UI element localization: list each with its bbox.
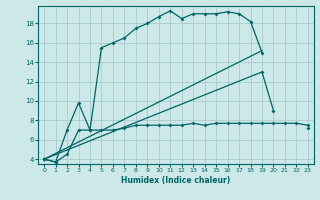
X-axis label: Humidex (Indice chaleur): Humidex (Indice chaleur) [121,176,231,185]
